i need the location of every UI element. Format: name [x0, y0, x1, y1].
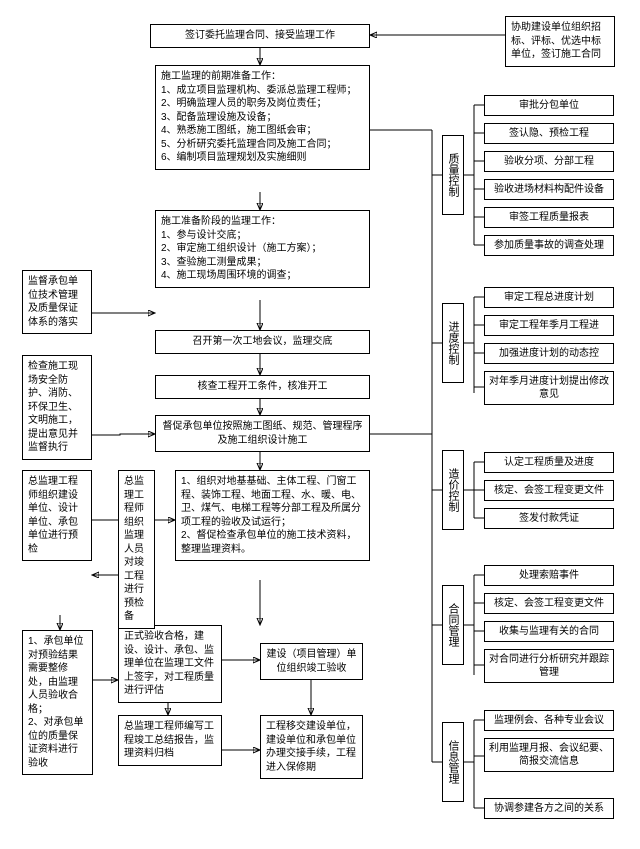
node-acceptance: 1、组织对地基基础、主体工程、门窗工程、装饰工程、地面工程、水、暖、电、卫、煤气…: [175, 470, 370, 561]
quality-item-1: 签认隐、预检工程: [484, 123, 614, 144]
quality-item-0: 审批分包单位: [484, 95, 614, 116]
cat-quality: 质量控制: [442, 135, 464, 215]
node-prep-stage: 施工准备阶段的监理工作： 1、参与设计交底； 2、审定施工组织设计（施工方案）；…: [155, 210, 370, 288]
quality-item-5: 参加质量事故的调查处理: [484, 235, 614, 256]
contract-item-3: 对合同进行分析研究并跟踪管理: [484, 649, 614, 683]
node-formal-accept: 正式验收合格，建设、设计、承包、监理单位在监理工文件上签字，对工程质量进行评估: [118, 625, 222, 703]
quality-item-3: 验收进场材料构配件设备: [484, 179, 614, 200]
progress-item-0: 审定工程总进度计划: [484, 287, 614, 308]
progress-item-3: 对年季月进度计划提出修改意见: [484, 371, 614, 405]
contract-item-2: 收集与监理有关的合同: [484, 621, 614, 642]
node-left-3: 总监理工程师组织建设单位、设计单位、承包单位进行预检: [22, 470, 92, 561]
node-left-2: 检查施工现场安全防护、消防、环保卫生、文明施工，提出意见并监督执行: [22, 355, 92, 460]
node-first-meeting: 召开第一次工地会议，监理交底: [155, 330, 370, 354]
cost-item-0: 认定工程质量及进度: [484, 452, 614, 473]
cat-progress: 进度控制: [442, 303, 464, 383]
contract-item-1: 核定、会签工程变更文件: [484, 593, 614, 614]
node-prep: 施工监理的前期准备工作： 1、成立项目监理机构、委派总监理工程师； 2、明确监理…: [155, 65, 370, 170]
node-transfer: 工程移交建设单位，建设单位和承包单位办理交接手续，工程进入保修期: [260, 715, 363, 779]
cat-info: 信息管理: [442, 722, 464, 802]
cat-cost: 造价控制: [442, 450, 464, 530]
progress-item-1: 审定工程年季月工程进: [484, 315, 614, 336]
node-archive: 总监理工程师编写工程竣工总结报告，监理资料归档: [118, 715, 222, 766]
cost-item-2: 签发付款凭证: [484, 508, 614, 529]
info-item-1: 利用监理月报、会议纪要、简报交流信息: [484, 738, 614, 772]
cat-contract: 合同管理: [442, 585, 464, 665]
quality-item-4: 审签工程质量报表: [484, 207, 614, 228]
node-left-5: 1、承包单位对预验结果需要整修处，由监理人员验收合格； 2、对承包单位的质量保证…: [22, 630, 93, 775]
node-supervise: 督促承包单位按照施工图纸、规范、管理程序及施工组织设计施工: [155, 415, 370, 452]
node-project-mgmt: 建设（项目管理）单位组织竣工验收: [260, 643, 363, 680]
quality-item-2: 验收分项、分部工程: [484, 151, 614, 172]
contract-item-0: 处理索赔事件: [484, 565, 614, 586]
node-left-1: 监督承包单位技术管理及质量保证体系的落实: [22, 270, 92, 334]
info-item-2: 协调参建各方之间的关系: [484, 798, 614, 819]
node-left-4: 总监理工程师组织监理人员对竣工程进行预检备: [118, 470, 155, 629]
progress-item-2: 加强进度计划的动态控: [484, 343, 614, 364]
info-item-0: 监理例会、各种专业会议: [484, 710, 614, 731]
node-check-start: 核查工程开工条件，核准开工: [155, 375, 370, 399]
cost-item-1: 核定、会签工程变更文件: [484, 480, 614, 501]
node-start: 签订委托监理合同、接受监理工作: [150, 24, 370, 48]
node-helper: 协助建设单位组织招标、评标、优选中标单位，签订施工合同: [505, 16, 615, 67]
